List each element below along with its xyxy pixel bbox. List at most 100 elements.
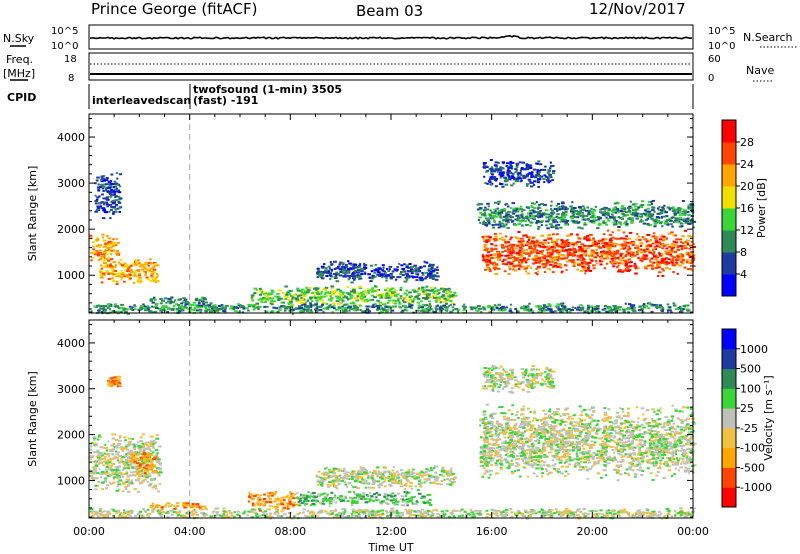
heatmap-cell: [593, 256, 597, 259]
heatmap-cell: [418, 270, 421, 272]
heatmap-cell: [463, 307, 466, 310]
heatmap-cell: [403, 304, 407, 307]
heatmap-cell: [127, 483, 130, 486]
heatmap-cell: [282, 305, 286, 308]
heatmap-cell: [546, 249, 549, 251]
heatmap-cell: [118, 454, 122, 457]
heatmap-cell: [133, 271, 138, 274]
heatmap-cell: [497, 303, 501, 306]
heatmap-cell: [604, 208, 607, 211]
heatmap-cell: [435, 296, 438, 299]
heatmap-cell: [359, 304, 362, 307]
heatmap-cell: [601, 238, 606, 241]
heatmap-cell: [154, 470, 158, 473]
heatmap-cell: [623, 240, 627, 243]
heatmap-cell: [146, 278, 150, 281]
heatmap-cell: [534, 211, 539, 214]
heatmap-cell: [405, 273, 409, 276]
heatmap-cell: [569, 215, 573, 218]
heatmap-cell: [157, 308, 162, 310]
heatmap-cell: [358, 285, 363, 288]
heatmap-cell: [296, 289, 301, 292]
heatmap-cell: [635, 250, 639, 253]
heatmap-cell: [91, 241, 96, 244]
heatmap-cell: [637, 256, 640, 259]
heatmap-cell: [576, 258, 580, 261]
heatmap-cell: [429, 276, 432, 279]
heatmap-cell: [564, 257, 568, 260]
heatmap-cell: [603, 246, 607, 249]
heatmap-cell: [180, 309, 185, 312]
heatmap-cell: [666, 308, 670, 311]
heatmap-cell: [615, 257, 620, 260]
heatmap-cell: [633, 202, 638, 205]
heatmap-cell: [92, 478, 95, 481]
heatmap-cell: [145, 476, 149, 479]
heatmap-cell: [150, 505, 153, 508]
heatmap-cell: [532, 183, 536, 186]
heatmap-cell: [581, 216, 585, 219]
heatmap-cell: [248, 493, 253, 496]
heatmap-cell: [140, 466, 144, 469]
heatmap-cell: [316, 273, 321, 276]
heatmap-cell: [516, 219, 519, 221]
heatmap-cell: [210, 309, 213, 312]
heatmap-cell: [103, 460, 107, 463]
heatmap-cell: [389, 277, 393, 280]
heatmap-cell: [127, 437, 131, 440]
heatmap-cell: [103, 455, 107, 458]
heatmap-cell: [139, 482, 144, 484]
heatmap-cell: [511, 202, 516, 205]
heatmap-cell: [489, 209, 492, 212]
heatmap-cell: [117, 474, 121, 477]
heatmap-cell: [542, 177, 546, 180]
heatmap-cell: [393, 292, 398, 295]
heatmap-cell: [534, 174, 537, 177]
heatmap-cell: [561, 207, 565, 210]
heatmap-cell: [325, 294, 329, 297]
heatmap-cell: [113, 180, 117, 183]
heatmap-cell: [538, 171, 541, 174]
heatmap-cell: [292, 497, 295, 499]
heatmap-cell: [145, 465, 150, 468]
heatmap-cell: [451, 302, 454, 305]
heatmap-cell: [512, 265, 515, 268]
heatmap-cell: [136, 441, 140, 444]
heatmap-cell: [632, 310, 637, 313]
heatmap-cell: [648, 251, 652, 254]
heatmap-cell: [98, 202, 102, 205]
heatmap-cell: [640, 242, 643, 245]
heatmap-cell: [201, 296, 205, 299]
heatmap-cell: [291, 312, 294, 315]
heatmap-cell: [647, 264, 651, 267]
heatmap-cell: [684, 240, 688, 243]
heatmap-cell: [531, 310, 534, 313]
heatmap-cell: [349, 275, 354, 277]
heatmap-cell: [100, 253, 105, 256]
colorbar-title: Power [dB]: [755, 178, 768, 238]
heatmap-cell: [367, 288, 370, 291]
heatmap-cell: [266, 492, 270, 495]
heatmap-feature: [149, 501, 207, 511]
heatmap-cell: [359, 277, 363, 280]
heatmap-cell: [145, 470, 149, 473]
heatmap-cell: [447, 295, 450, 298]
heatmap-cell: [102, 272, 106, 275]
heatmap-cell: [453, 291, 457, 294]
heatmap-cell: [313, 287, 317, 290]
heatmap-cell: [273, 493, 276, 496]
heatmap-cell: [263, 305, 266, 308]
heatmap-cell: [529, 181, 532, 184]
heatmap-cell: [666, 303, 670, 306]
heatmap-cell: [334, 275, 337, 278]
heatmap-cell: [104, 211, 108, 213]
heatmap-cell: [157, 468, 162, 471]
heatmap-cell: [102, 262, 107, 265]
heatmap-cell: [152, 442, 156, 445]
heatmap-cell: [111, 271, 115, 274]
heatmap-cell: [101, 236, 104, 239]
heatmap-cell: [150, 270, 155, 273]
heatmap-cell: [108, 192, 112, 195]
heatmap-cell: [109, 382, 113, 385]
heatmap-cell: [422, 265, 427, 268]
